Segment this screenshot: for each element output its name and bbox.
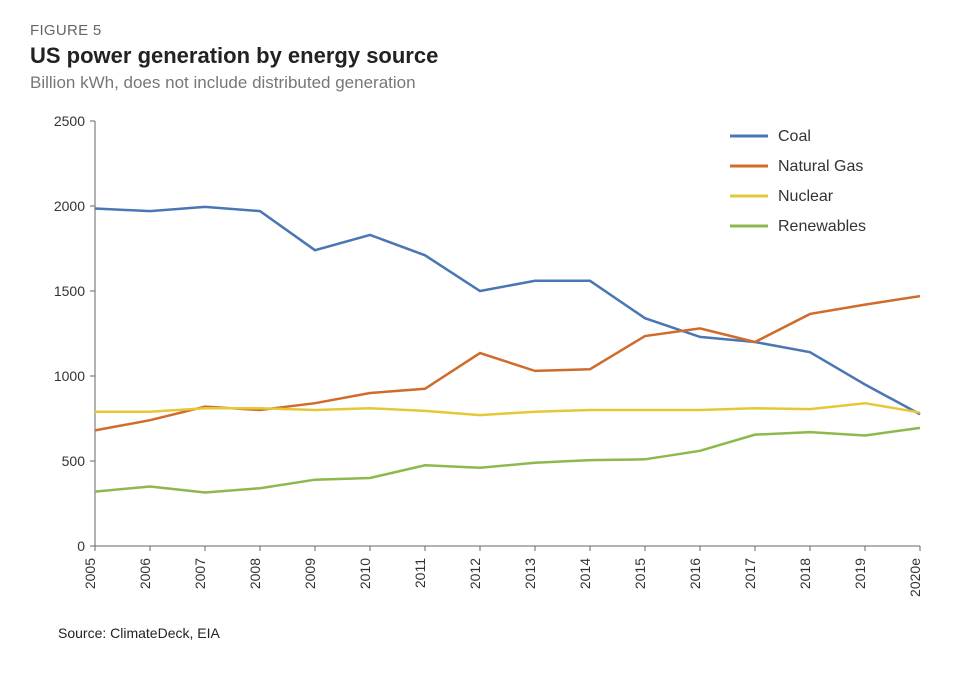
chart-subtitle: Billion kWh, does not include distribute… xyxy=(30,73,928,93)
x-tick-label: 2020e xyxy=(907,558,923,597)
x-tick-label: 2013 xyxy=(522,558,538,589)
x-tick-label: 2016 xyxy=(687,558,703,589)
x-tick-label: 2012 xyxy=(467,558,483,589)
y-tick-label: 1500 xyxy=(54,283,85,299)
x-tick-label: 2015 xyxy=(632,558,648,589)
legend-label: Renewables xyxy=(778,218,866,235)
x-tick-label: 2007 xyxy=(192,558,208,589)
x-tick-label: 2018 xyxy=(797,558,813,589)
chart-title: US power generation by energy source xyxy=(30,43,928,69)
x-tick-label: 2005 xyxy=(82,558,98,589)
series-nuclear xyxy=(95,403,920,415)
series-coal xyxy=(95,207,920,414)
x-tick-label: 2006 xyxy=(137,558,153,589)
y-tick-label: 0 xyxy=(77,538,85,554)
legend-label: Natural Gas xyxy=(778,158,863,175)
series-natural-gas xyxy=(95,296,920,430)
y-tick-label: 1000 xyxy=(54,368,85,384)
legend-label: Nuclear xyxy=(778,188,834,205)
figure-label: FIGURE 5 xyxy=(30,22,928,39)
x-tick-label: 2017 xyxy=(742,558,758,589)
y-tick-label: 500 xyxy=(62,453,86,469)
x-tick-label: 2014 xyxy=(577,558,593,589)
x-tick-label: 2011 xyxy=(412,558,428,588)
x-tick-label: 2019 xyxy=(852,558,868,589)
x-tick-label: 2010 xyxy=(357,558,373,589)
x-tick-label: 2009 xyxy=(302,558,318,589)
legend-label: Coal xyxy=(778,128,811,145)
series-renewables xyxy=(95,428,920,493)
x-tick-label: 2008 xyxy=(247,558,263,589)
chart-area: 0 500 1000 1500 2000 2500 2005 2006 2007 2008 2009… xyxy=(30,111,930,611)
y-tick-label: 2500 xyxy=(54,113,85,129)
line-chart: 0 500 1000 1500 2000 2500 2005 2006 2007 2008 2009… xyxy=(30,111,930,611)
source-text: Source: ClimateDeck, EIA xyxy=(58,625,928,641)
y-tick-label: 2000 xyxy=(54,198,85,214)
